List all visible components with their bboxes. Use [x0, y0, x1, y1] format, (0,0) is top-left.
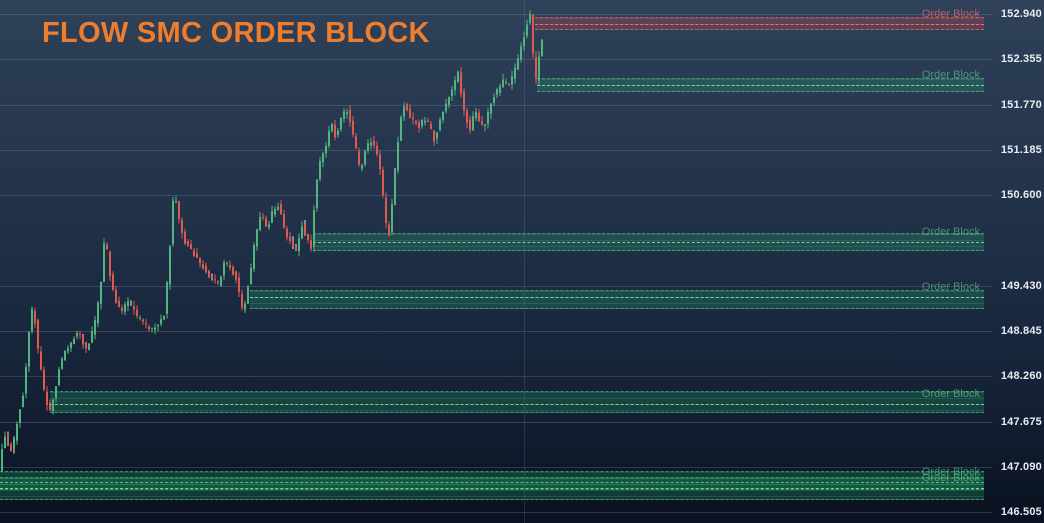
h-gridline [0, 376, 992, 377]
order-block-level-line [0, 487, 984, 489]
order-block-level-line [535, 23, 984, 25]
price-tick-label: 152.355 [1000, 53, 1042, 65]
order-block-level-line [313, 241, 984, 243]
order-block-label: Order Block [921, 472, 980, 484]
order-block-level-line [250, 297, 984, 299]
price-tick-label: 147.675 [1000, 416, 1042, 428]
order-block-zone[interactable] [250, 290, 984, 310]
order-block-label: Order Block [921, 8, 980, 20]
price-tick-label: 149.430 [1000, 280, 1042, 292]
order-block-zone[interactable] [50, 391, 984, 414]
v-gridline [524, 0, 525, 523]
price-tick-label: 148.260 [1000, 370, 1042, 382]
order-block-label: Order Block [921, 69, 980, 81]
h-gridline [0, 286, 992, 287]
h-gridline [0, 150, 992, 151]
order-block-zone[interactable] [535, 16, 984, 30]
order-block-zone[interactable] [0, 477, 984, 500]
order-block-level-line [0, 481, 984, 483]
h-gridline [0, 331, 992, 332]
order-block-level-line [50, 403, 984, 405]
order-block-label: Order Block [921, 281, 980, 293]
order-block-label: Order Block [921, 388, 980, 400]
price-axis[interactable]: 152.940 152.355 151.770 151.185 150.600 149.4… [980, 0, 1044, 523]
h-gridline [0, 195, 992, 196]
price-tick-label: 151.770 [1000, 99, 1042, 111]
chart-title: FLOW SMC ORDER BLOCK [42, 17, 430, 49]
order-block-label: Order Block [921, 466, 980, 478]
h-gridline [0, 59, 992, 60]
price-tick-label: 148.845 [1000, 325, 1042, 337]
price-tick-label: 151.185 [1000, 144, 1042, 156]
price-tick-label: 147.090 [1000, 461, 1042, 473]
h-gridline [0, 512, 992, 513]
price-tick-label: 150.600 [1000, 189, 1042, 201]
order-block-zone[interactable] [313, 233, 984, 251]
h-gridline [0, 105, 992, 106]
order-block-label: Order Block [921, 226, 980, 238]
h-gridline [0, 467, 992, 468]
h-gridline [0, 422, 992, 423]
order-block-level-line [537, 85, 984, 87]
h-gridline [0, 14, 992, 15]
price-tick-label: 146.505 [1000, 506, 1042, 518]
order-block-zone[interactable] [537, 77, 984, 92]
price-tick-label: 152.940 [1000, 8, 1042, 20]
order-block-zone[interactable] [0, 470, 984, 490]
